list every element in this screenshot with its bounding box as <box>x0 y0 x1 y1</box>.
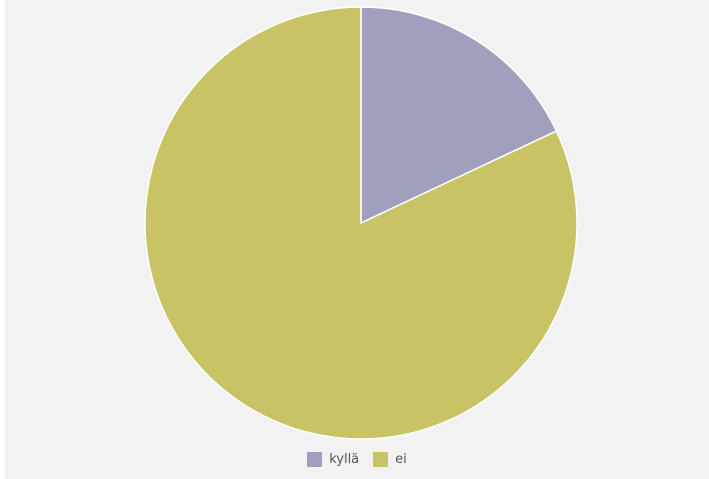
chart-area: kyllä ei <box>5 0 709 479</box>
pie-slice-kyllä[interactable] <box>360 6 558 225</box>
pie-slice-ei[interactable] <box>144 6 578 440</box>
legend-swatch <box>307 452 323 467</box>
pie-slices <box>144 6 578 440</box>
legend: kyllä ei <box>5 452 709 467</box>
legend-label: ei <box>395 452 407 467</box>
pie-chart <box>144 6 578 440</box>
legend-item-kyllä[interactable]: kyllä <box>307 452 359 467</box>
legend-swatch <box>373 452 389 467</box>
legend-item-ei[interactable]: ei <box>373 452 407 467</box>
legend-label: kyllä <box>329 452 360 467</box>
